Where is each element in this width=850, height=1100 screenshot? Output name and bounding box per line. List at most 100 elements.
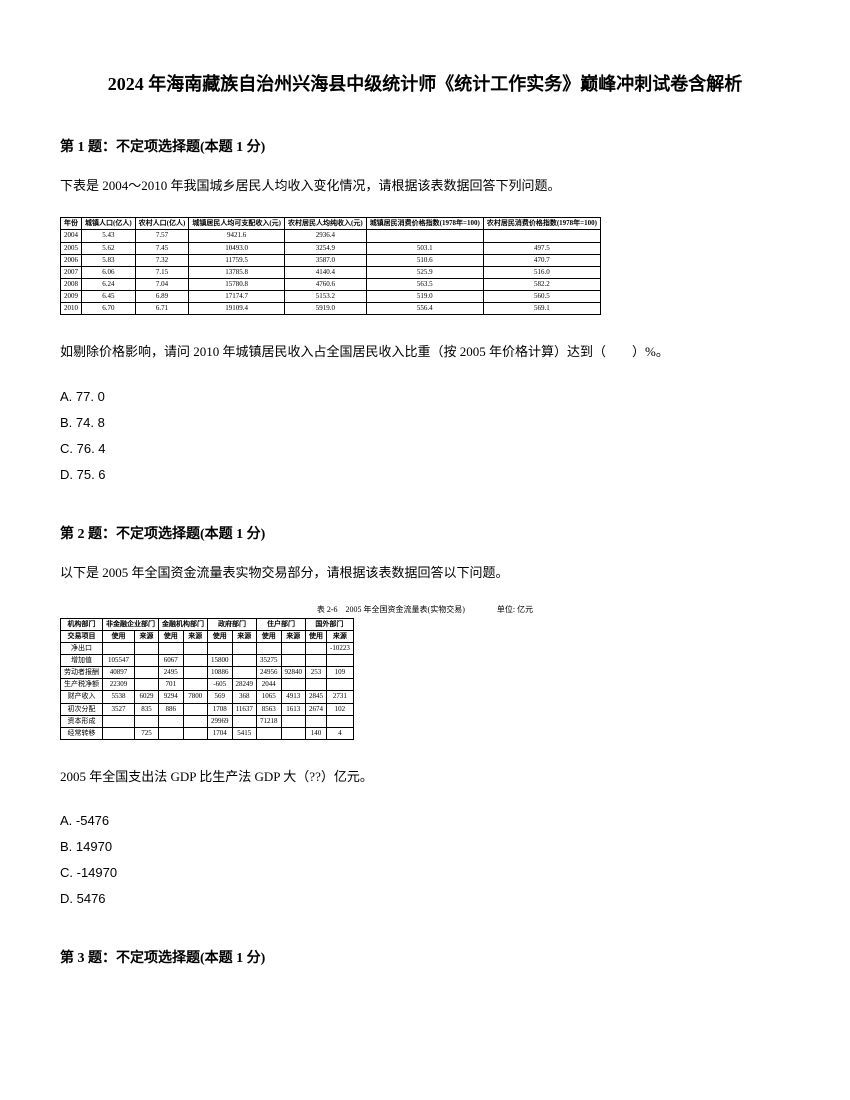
table-cell: 24956 <box>257 667 282 679</box>
th: 金融机构部门 <box>159 618 208 630</box>
table-row: 经常转移725170454151404 <box>61 727 354 739</box>
table-cell: 569.1 <box>483 303 600 315</box>
table-cell <box>232 643 257 655</box>
table-cell: 4913 <box>281 691 306 703</box>
table-cell: 财产收入 <box>61 691 103 703</box>
q2-table-title: 表 2-6 2005 年全国资金流量表(实物交易) 单位: 亿元 <box>60 604 790 615</box>
th: 住户部门 <box>257 618 306 630</box>
table-cell: 7.04 <box>135 278 189 290</box>
table-cell: 11637 <box>232 703 257 715</box>
q3-header: 第 3 题：不定项选择题(本题 1 分) <box>60 947 790 967</box>
table-cell: -605 <box>208 679 233 691</box>
table-cell: 10886 <box>208 667 233 679</box>
table-row: 20065.837.3211759.53587.0510.6470.7 <box>61 254 601 266</box>
table-cell: 11759.5 <box>189 254 285 266</box>
table-cell <box>103 727 135 739</box>
table-row: 20096.456.8917174.75153.2519.0560.5 <box>61 290 601 302</box>
table-cell: 劳动者报酬 <box>61 667 103 679</box>
table-cell: 2004 <box>61 230 82 242</box>
table-cell: 增加值 <box>61 655 103 667</box>
table-row: 初次分配3527835886170811637856316132674102 <box>61 703 354 715</box>
table-cell <box>232 667 257 679</box>
th: 来源 <box>135 631 159 643</box>
table-cell <box>135 679 159 691</box>
table-cell: 2674 <box>306 703 327 715</box>
table-cell: 503.1 <box>366 242 483 254</box>
table-cell: 15780.8 <box>189 278 285 290</box>
table-cell <box>306 679 327 691</box>
table-cell <box>281 679 306 691</box>
table-cell: 5919.0 <box>285 303 367 315</box>
th: 来源 <box>232 631 257 643</box>
q2-option-d: D. 5476 <box>60 886 790 912</box>
table-row: 净出口-10223 <box>61 643 354 655</box>
table-cell: 5.62 <box>82 242 136 254</box>
table-cell: 519.0 <box>366 290 483 302</box>
table-cell: 516.0 <box>483 266 600 278</box>
table-cell: 109 <box>327 667 354 679</box>
table-cell: 2007 <box>61 266 82 278</box>
table-cell: 92840 <box>281 667 306 679</box>
table-cell: 经常转移 <box>61 727 103 739</box>
th: 来源 <box>327 631 354 643</box>
table-cell: 初次分配 <box>61 703 103 715</box>
table-cell: 7.57 <box>135 230 189 242</box>
table-cell: 19109.4 <box>189 303 285 315</box>
table-cell: 5538 <box>103 691 135 703</box>
table-cell: 6.70 <box>82 303 136 315</box>
table-cell: 1613 <box>281 703 306 715</box>
table-cell <box>135 643 159 655</box>
q2-option-b: B. 14970 <box>60 834 790 860</box>
q1-text: 下表是 2004～2010 年我国城乡居民人均收入变化情况，请根据该表数据回答下… <box>60 174 790 197</box>
table-cell: 525.9 <box>366 266 483 278</box>
table-cell: 5.83 <box>82 254 136 266</box>
th: 年份 <box>61 218 82 230</box>
table-cell: 368 <box>232 691 257 703</box>
q1-option-a: A. 77. 0 <box>60 384 790 410</box>
table-cell <box>183 703 208 715</box>
table-cell: 886 <box>159 703 184 715</box>
th: 农村人口(亿人) <box>135 218 189 230</box>
table-header-row: 交易项目 使用 来源 使用 来源 使用 来源 使用 来源 使用 来源 <box>61 631 354 643</box>
table-cell <box>281 727 306 739</box>
table-cell <box>232 655 257 667</box>
table-cell: 497.5 <box>483 242 600 254</box>
table-cell <box>306 643 327 655</box>
table-cell <box>183 715 208 727</box>
th: 国外部门 <box>306 618 354 630</box>
th: 使用 <box>208 631 233 643</box>
q1-option-c: C. 76. 4 <box>60 436 790 462</box>
table-cell: 3527 <box>103 703 135 715</box>
th: 使用 <box>103 631 135 643</box>
table-cell <box>483 230 600 242</box>
table-cell: 2010 <box>61 303 82 315</box>
q1-header: 第 1 题：不定项选择题(本题 1 分) <box>60 136 790 156</box>
table-cell: 3587.0 <box>285 254 367 266</box>
th: 非金融企业部门 <box>103 618 159 630</box>
table-cell <box>135 715 159 727</box>
table-cell: 2005 <box>61 242 82 254</box>
table-cell: 105547 <box>103 655 135 667</box>
table-cell <box>327 679 354 691</box>
q2-data-table: 机构部门 非金融企业部门 金融机构部门 政府部门 住户部门 国外部门 交易项目 … <box>60 618 354 740</box>
table-row: 财产收入553860299294780056936810654913284527… <box>61 691 354 703</box>
th: 政府部门 <box>208 618 257 630</box>
table-cell: 9294 <box>159 691 184 703</box>
table-cell: 510.6 <box>366 254 483 266</box>
table-cell: 7.15 <box>135 266 189 278</box>
th: 来源 <box>183 631 208 643</box>
table-cell: 2008 <box>61 278 82 290</box>
table-cell <box>183 679 208 691</box>
table-cell <box>281 655 306 667</box>
q2-after-text: 2005 年全国支出法 GDP 比生产法 GDP 大（??）亿元。 <box>60 765 790 788</box>
q2-header: 第 2 题：不定项选择题(本题 1 分) <box>60 523 790 543</box>
table-cell: 2936.4 <box>285 230 367 242</box>
q1-table-wrapper: 年份 城镇人口(亿人) 农村人口(亿人) 城镇居民人均可支配收入(元) 农村居民… <box>60 217 790 315</box>
table-cell: 生产税净额 <box>61 679 103 691</box>
exam-title: 2024 年海南藏族自治州兴海县中级统计师《统计工作实务》巅峰冲刺试卷含解析 <box>60 70 790 96</box>
table-cell: 6029 <box>135 691 159 703</box>
table-cell: 2009 <box>61 290 82 302</box>
table-cell <box>183 727 208 739</box>
th: 来源 <box>281 631 306 643</box>
table-cell: 9421.6 <box>189 230 285 242</box>
